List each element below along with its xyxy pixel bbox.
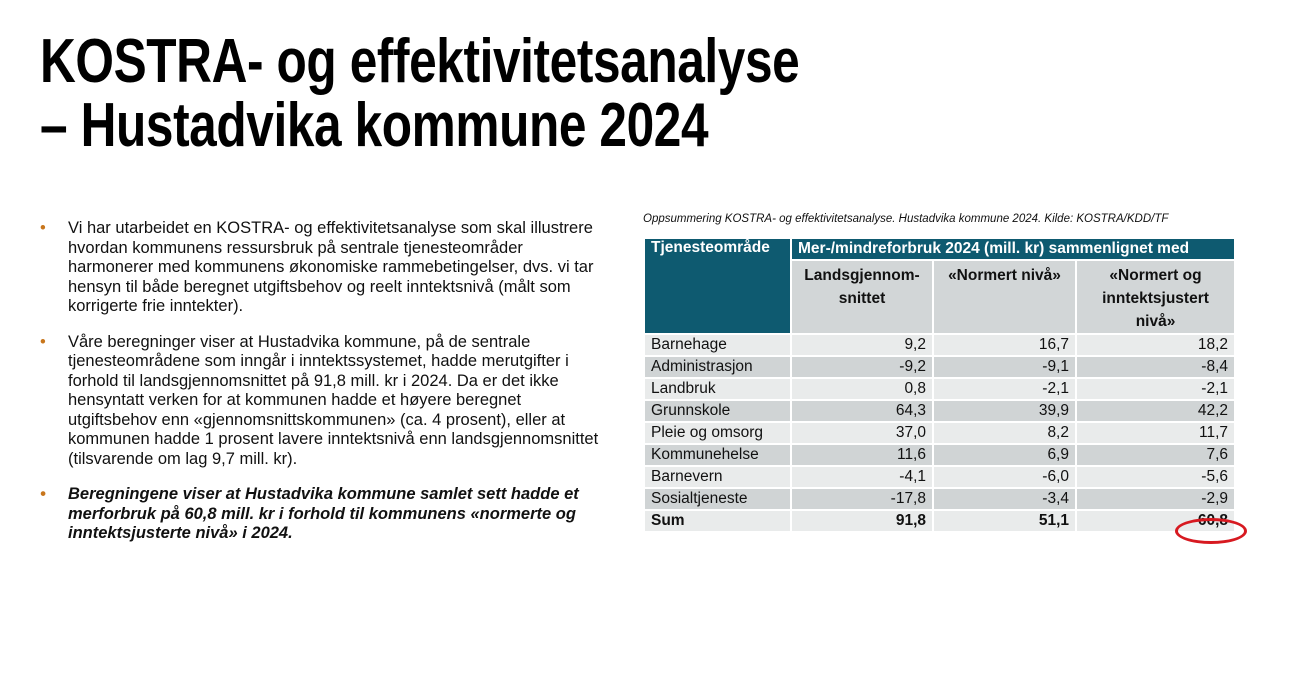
cell-value: -5,6 (1074, 465, 1237, 489)
header-national-average: Landsgjennom-snittet (790, 259, 934, 335)
cell-value: 0,8 (790, 377, 934, 401)
cell-value: -2,1 (932, 377, 1077, 401)
row-label: Sum (643, 509, 792, 533)
highlight-circle (1175, 518, 1247, 544)
cell-value: -4,1 (790, 465, 934, 489)
cell-value: 42,2 (1074, 399, 1237, 423)
cell-value: -8,4 (1074, 355, 1237, 379)
cell-value: 7,6 (1074, 443, 1237, 467)
cell-value: 16,7 (932, 333, 1077, 357)
cell-value: 64,3 (790, 399, 934, 423)
title-line-2: – Hustadvika kommune 2024 (40, 91, 709, 160)
cell-value: -2,1 (1074, 377, 1237, 401)
row-label: Barnevern (643, 465, 792, 489)
row-label: Landbruk (643, 377, 792, 401)
row-label: Pleie og omsorg (643, 421, 792, 445)
table-row: Grunnskole 64,3 39,9 42,2 (643, 399, 1237, 423)
bullet-item-conclusion: Beregningene viser at Hustadvika kommune… (40, 485, 610, 544)
cell-value: 9,2 (790, 333, 934, 357)
row-label: Grunnskole (643, 399, 792, 423)
cell-value: -9,2 (790, 355, 934, 379)
title-line-1: KOSTRA- og effektivitetsanalyse (40, 27, 800, 96)
cell-value: 6,9 (932, 443, 1077, 467)
cell-value: 51,1 (932, 509, 1077, 533)
table-row: Barnevern -4,1 -6,0 -5,6 (643, 465, 1237, 489)
cell-value: 8,2 (932, 421, 1077, 445)
cell-value: -9,1 (932, 355, 1077, 379)
cell-value: -6,0 (932, 465, 1077, 489)
row-label: Kommunehelse (643, 443, 792, 467)
row-label: Sosialtjeneste (643, 487, 792, 511)
table-row: Administrasjon -9,2 -9,1 -8,4 (643, 355, 1237, 379)
table-caption: Oppsummering KOSTRA- og effektivitetsana… (643, 213, 1169, 225)
table-row: Sum 91,8 51,1 60,8 (643, 509, 1237, 533)
bullet-item: Våre beregninger viser at Hustadvika kom… (40, 333, 610, 470)
table-row: Pleie og omsorg 37,0 8,2 11,7 (643, 421, 1237, 445)
cell-value: 37,0 (790, 421, 934, 445)
cell-value: 11,7 (1074, 421, 1237, 445)
cell-value: 39,9 (932, 399, 1077, 423)
row-label: Administrasjon (643, 355, 792, 379)
header-group: Mer-/mindreforbruk 2024 (mill. kr) samme… (789, 237, 1237, 261)
page-title: KOSTRA- og effektivitetsanalyse – Hustadv… (40, 27, 800, 160)
header-normed-income-adjusted: «Normert og inntektsjustert nivå» (1074, 259, 1237, 335)
cell-value: -17,8 (790, 487, 934, 511)
summary-table: Tjenesteområde Mer-/mindreforbruk 2024 (m… (643, 237, 1237, 533)
cell-value: 91,8 (790, 509, 934, 533)
row-label: Barnehage (643, 333, 792, 357)
bullet-list: Vi har utarbeidet en KOSTRA- og effektiv… (40, 219, 610, 560)
header-normed-level: «Normert nivå» (932, 259, 1077, 335)
header-service-area: Tjenesteområde (643, 237, 792, 335)
cell-value: 18,2 (1074, 333, 1237, 357)
table-row: Kommunehelse 11,6 6,9 7,6 (643, 443, 1237, 467)
table-row: Landbruk 0,8 -2,1 -2,1 (643, 377, 1237, 401)
bullet-item: Vi har utarbeidet en KOSTRA- og effektiv… (40, 219, 610, 317)
table-row: Sosialtjeneste -17,8 -3,4 -2,9 (643, 487, 1237, 511)
cell-value: -3,4 (932, 487, 1077, 511)
cell-value: -2,9 (1074, 487, 1237, 511)
table-row: Barnehage 9,2 16,7 18,2 (643, 333, 1237, 357)
cell-value: 11,6 (790, 443, 934, 467)
